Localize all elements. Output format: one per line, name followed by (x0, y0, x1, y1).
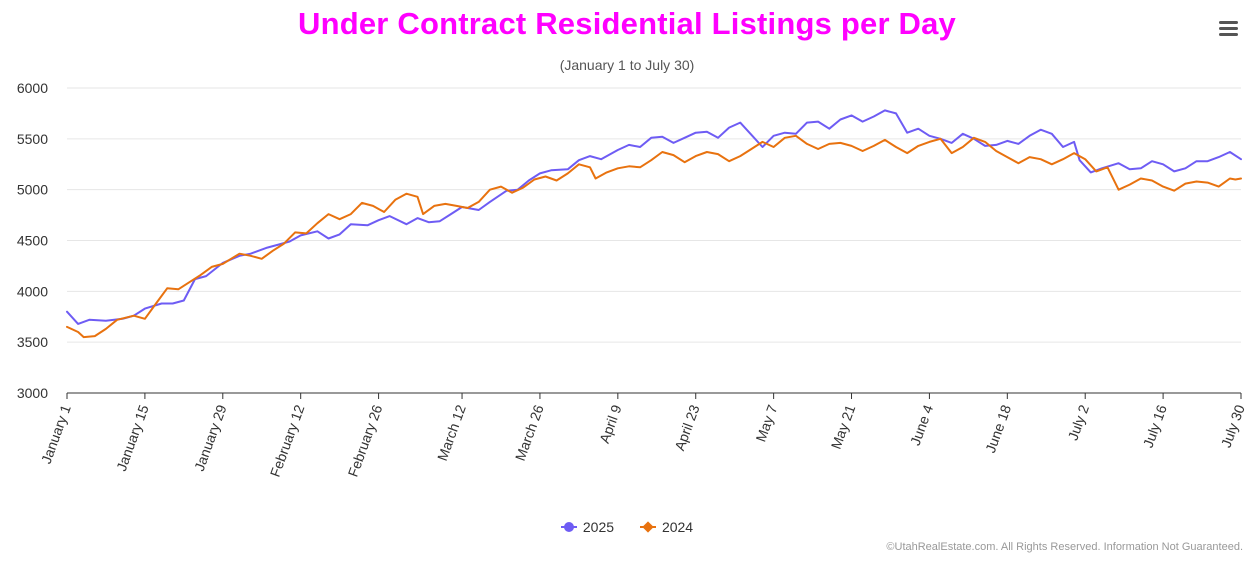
x-tick-label: January 15 (113, 402, 152, 473)
legend-symbol-2024 (639, 521, 656, 533)
y-axis-tick-labels: 3000 3500 4000 4500 5000 5500 6000 (17, 80, 48, 401)
series-line-2025[interactable] (66, 109, 1242, 325)
legend-label-2025: 2025 (582, 519, 615, 535)
x-tick-label: July 16 (1140, 402, 1170, 449)
y-tick-label: 3500 (17, 334, 48, 350)
chart-subtitle: (January 1 to July 30) (559, 57, 695, 73)
x-tick-label: April 9 (596, 402, 625, 445)
hamburger-menu-icon-bar (1219, 27, 1238, 30)
y-gridlines (67, 87, 1241, 343)
legend-item-2025[interactable]: 2025 (560, 519, 615, 535)
x-tick-label: April 23 (671, 402, 702, 452)
y-tick-label: 6000 (17, 80, 48, 96)
credits-text: ©UtahRealEstate.com. All Rights Reserved… (886, 541, 1243, 553)
x-tick-label: January 1 (38, 402, 74, 465)
x-tick-label: June 18 (982, 402, 1014, 454)
x-tick-label: July 2 (1064, 402, 1092, 442)
hamburger-menu-icon-bar (1219, 33, 1238, 36)
y-tick-label: 4000 (17, 283, 48, 299)
legend-label-2024: 2024 (661, 519, 694, 535)
y-tick-label: 3000 (17, 385, 48, 401)
y-tick-label: 4500 (17, 233, 48, 249)
x-tick-label: July 30 (1218, 402, 1248, 449)
x-tick-label: January 29 (191, 402, 230, 473)
chart-context-menu-button[interactable] (1214, 16, 1242, 42)
legend-symbol-2025 (560, 522, 577, 532)
series-line-2024[interactable] (66, 134, 1242, 339)
x-tick-label: June 4 (907, 402, 936, 447)
x-tick-label: March 12 (434, 402, 469, 463)
x-tick-label: February 12 (267, 402, 308, 479)
x-tick-label: May 21 (828, 402, 859, 451)
x-tick-label: February 26 (345, 402, 386, 479)
series-lines (66, 109, 1242, 339)
y-tick-label: 5500 (17, 131, 48, 147)
hamburger-menu-icon (1219, 21, 1238, 24)
x-tick-label: May 7 (752, 402, 780, 443)
x-axis-tick-labels: January 1 January 15 January 29 February 12… (38, 393, 1248, 479)
diamond-marker-icon (642, 521, 654, 533)
chart-legend: 2025 2024 (0, 515, 1254, 535)
y-tick-label: 5000 (17, 182, 48, 198)
legend-item-2024[interactable]: 2024 (639, 519, 694, 535)
circle-marker-icon (563, 522, 574, 532)
x-tick-label: March 26 (512, 402, 547, 463)
chart-title: Under Contract Residential Listings per … (297, 6, 956, 41)
